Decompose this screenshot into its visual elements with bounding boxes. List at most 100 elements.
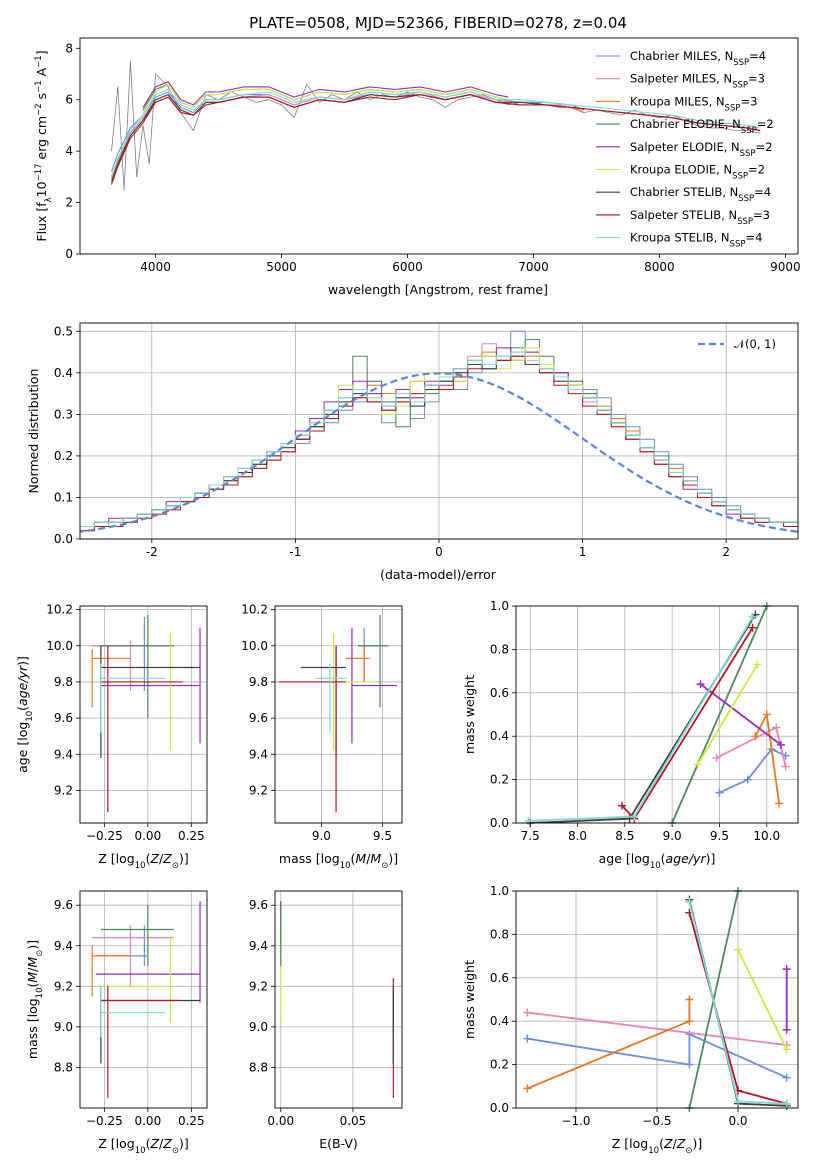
weight-point-marker	[685, 1017, 694, 1026]
x-tick-label: 6000	[392, 260, 423, 274]
y-tick-label: 4	[65, 144, 73, 158]
legend-label: 𝒩(0, 1)	[734, 337, 776, 351]
axes-frame	[274, 605, 403, 824]
legend-label: Chabrier STELIB, NSSP=4	[630, 185, 771, 204]
y-tick-label: 1.0	[490, 599, 509, 613]
weight-point-marker	[693, 760, 702, 769]
x-tick-label: 0.00	[267, 1114, 294, 1128]
x-tick-label: 0.00	[134, 1114, 161, 1128]
y-tick-label: 9.6	[249, 898, 268, 912]
gaussian-curve	[80, 372, 798, 533]
x-tick-label: 0	[435, 545, 443, 559]
y-tick-label: 9.0	[54, 1020, 73, 1034]
weight-point-marker	[753, 660, 762, 669]
y-axis-label: mass weight	[462, 675, 477, 754]
x-axis-label: Z [log10(Z/Z⊙)]	[98, 851, 188, 871]
legend-label: Chabrier ELODIE, NSSP=2	[630, 117, 774, 136]
x-tick-label: 9000	[770, 260, 801, 274]
legend-label: Kroupa MILES, NSSP=3	[630, 94, 757, 113]
x-tick-label: 0.25	[178, 829, 205, 843]
y-axis-label: age [log10(age/yr)]	[15, 656, 35, 773]
weight-point-marker	[782, 965, 791, 974]
y-tick-label: 8.8	[249, 1060, 268, 1074]
y-tick-label: 9.2	[54, 783, 73, 797]
y-tick-label: 1.0	[490, 884, 509, 898]
x-tick-label: 0.00	[134, 829, 161, 843]
legend-label: Kroupa ELODIE, NSSP=2	[630, 163, 765, 182]
weight-series-line	[527, 1011, 787, 1046]
x-tick-label: −0.25	[86, 1114, 123, 1128]
weight-point-marker	[617, 801, 626, 810]
weight-point-marker	[523, 1034, 532, 1043]
weight-point-marker	[743, 775, 752, 784]
y-tick-label: 0.2	[54, 449, 73, 463]
y-tick-label: 0.8	[490, 642, 509, 656]
weight-point-marker	[524, 816, 533, 825]
y-tick-label: 9.6	[54, 711, 73, 725]
weight-point-marker	[748, 623, 757, 632]
y-tick-label: 10.0	[46, 639, 73, 653]
y-axis-label: Flux [fλ10−17 erg cm−2 s−1 A−1]	[34, 50, 54, 241]
x-tick-label: 0.25	[178, 1114, 205, 1128]
weight-point-marker	[762, 710, 771, 719]
weight-point-marker	[734, 1097, 743, 1106]
y-tick-label: 0.4	[490, 729, 509, 743]
model-series-line	[142, 81, 509, 108]
weight-point-marker	[751, 732, 760, 741]
y-tick-label: 9.2	[249, 979, 268, 993]
y-tick-label: 0.6	[490, 686, 509, 700]
x-tick-label: 2	[722, 545, 730, 559]
weight-point-marker	[734, 945, 743, 954]
y-axis-label: Normed distribution	[26, 369, 41, 494]
x-tick-label: 8.5	[615, 829, 634, 843]
x-tick-label: -1	[289, 545, 301, 559]
weight-point-marker	[696, 680, 705, 689]
legend-label: Kroupa STELIB, NSSP=4	[630, 231, 762, 250]
weight-series-line	[696, 664, 759, 765]
y-tick-label: 0.8	[490, 927, 509, 941]
weight-point-marker	[685, 1030, 694, 1039]
weight-point-marker	[782, 1073, 791, 1082]
x-tick-label: 4000	[140, 260, 171, 274]
y-tick-label: 0.3	[54, 407, 73, 421]
weight-point-marker	[782, 1099, 791, 1108]
weight-point-marker	[685, 995, 694, 1004]
weight-series-line	[527, 1033, 788, 1079]
y-tick-label: 0.6	[490, 971, 509, 985]
x-tick-label: 9.0	[312, 829, 331, 843]
weight-point-marker	[781, 762, 790, 771]
weight-series-line	[671, 606, 768, 823]
y-tick-label: 0.5	[54, 324, 73, 338]
y-tick-label: 9.2	[249, 783, 268, 797]
y-tick-label: 0.1	[54, 490, 73, 504]
x-tick-label: 8.0	[568, 829, 587, 843]
x-tick-label: 0.0	[728, 1114, 747, 1128]
model-series-line	[110, 94, 585, 180]
y-tick-label: 9.4	[249, 939, 268, 953]
y-tick-label: 2	[65, 196, 73, 210]
chart-title: PLATE=0508, MJD=52366, FIBERID=0278, z=0…	[249, 14, 627, 32]
x-tick-label: 7000	[518, 260, 549, 274]
weight-point-marker	[712, 753, 721, 762]
weight-series-line	[526, 999, 691, 1090]
weight-point-marker	[775, 799, 784, 808]
axes-frame	[79, 37, 799, 255]
x-axis-label: (data-model)/error	[380, 567, 497, 582]
x-tick-label: 9.5	[373, 829, 392, 843]
axes-frame	[274, 890, 403, 1109]
y-tick-label: 10.0	[241, 639, 268, 653]
histogram-step	[80, 351, 798, 527]
y-tick-label: 0.4	[490, 1014, 509, 1028]
x-tick-label: 9.5	[710, 829, 729, 843]
x-tick-label: −0.25	[86, 829, 123, 843]
axes-frame	[79, 605, 208, 824]
weight-point-marker	[715, 788, 724, 797]
y-tick-label: 0.2	[490, 1058, 509, 1072]
weight-series-line	[716, 726, 787, 767]
legend-label: Salpeter STELIB, NSSP=3	[630, 208, 770, 227]
y-tick-label: 0.0	[54, 532, 73, 546]
y-tick-label: 9.6	[54, 898, 73, 912]
data-spectrum-line	[111, 60, 761, 191]
weight-point-marker	[772, 723, 781, 732]
